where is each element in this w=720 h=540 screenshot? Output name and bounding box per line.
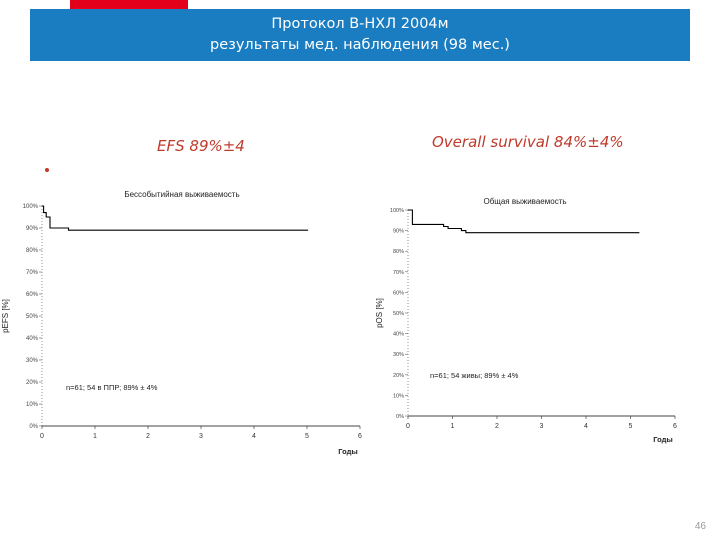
y-tick-label: 100%	[23, 204, 39, 210]
x-tick-label: 3	[199, 433, 203, 440]
x-axis-label: Годы	[653, 435, 673, 444]
y-tick-label: 10%	[393, 393, 404, 399]
y-tick-label: 50%	[26, 314, 39, 320]
x-tick-label: 0	[406, 423, 410, 430]
slide-title: Протокол В-НХЛ 2004м результаты мед. наб…	[30, 9, 690, 61]
accent-tab	[70, 0, 188, 9]
y-tick-label: 20%	[26, 380, 39, 386]
x-tick-label: 1	[93, 433, 97, 440]
y-tick-label: 50%	[393, 311, 404, 317]
bullet-dot	[45, 168, 49, 172]
x-axis-label: Годы	[338, 447, 358, 456]
x-tick-label: 5	[305, 433, 309, 440]
y-tick-label: 90%	[393, 229, 404, 235]
efs-chart: Бессобытийная выживаемость 0% 10% 20% 30% 40%…	[1, 190, 362, 456]
x-tick-label: 2	[495, 423, 499, 430]
chart-title: Бессобытийная выживаемость	[124, 190, 239, 199]
chart-annotation: n=61; 54 живы; 89% ± 4%	[430, 371, 519, 380]
x-tick-label: 0	[40, 433, 44, 440]
x-tick-label: 6	[673, 423, 677, 430]
os-caption: Overall survival 84%±4%	[432, 133, 624, 151]
y-tick-label: 20%	[393, 373, 404, 379]
y-tick-label: 0%	[29, 424, 38, 430]
chart-annotation: n=61; 54 в ППР; 89% ± 4%	[66, 383, 158, 392]
survival-curve	[42, 205, 309, 231]
page-number: 46	[694, 521, 706, 532]
y-tick-label: 70%	[393, 270, 404, 276]
y-tick-label: 80%	[26, 248, 39, 254]
efs-caption: EFS 89%±4	[157, 137, 245, 155]
y-tick-label: 60%	[393, 290, 404, 296]
survival-curve	[408, 209, 640, 234]
x-tick-label: 3	[540, 423, 544, 430]
y-tick-label: 90%	[26, 226, 39, 232]
y-tick-label: 60%	[26, 292, 39, 298]
x-tick-label: 4	[584, 423, 588, 430]
y-tick-label: 30%	[26, 358, 39, 364]
y-tick-label: 100%	[390, 208, 404, 214]
slide-title-line-2: результаты мед. наблюдения (98 мес.)	[210, 37, 510, 53]
x-tick-label: 4	[252, 433, 256, 440]
y-tick-label: 40%	[393, 332, 404, 338]
chart-title: Общая выживаемость	[483, 197, 566, 206]
y-tick-label: 10%	[26, 402, 39, 408]
x-tick-label: 6	[358, 433, 362, 440]
y-axis-label: pOS [%]	[375, 298, 384, 328]
x-tick-label: 5	[629, 423, 633, 430]
y-tick-label: 0%	[396, 414, 404, 420]
y-axis-label: pEFS [%]	[1, 299, 10, 333]
x-tick-label: 2	[146, 433, 150, 440]
y-tick-label: 80%	[393, 249, 404, 255]
y-tick-label: 70%	[26, 270, 39, 276]
y-tick-label: 30%	[393, 352, 404, 358]
os-chart: Общая выживаемость 0% 10% 20% 30% 40% 50% 60% 70…	[375, 197, 677, 444]
slide-title-line-1: Протокол В-НХЛ 2004м	[271, 16, 449, 32]
y-tick-label: 40%	[26, 336, 39, 342]
x-tick-label: 1	[451, 423, 455, 430]
